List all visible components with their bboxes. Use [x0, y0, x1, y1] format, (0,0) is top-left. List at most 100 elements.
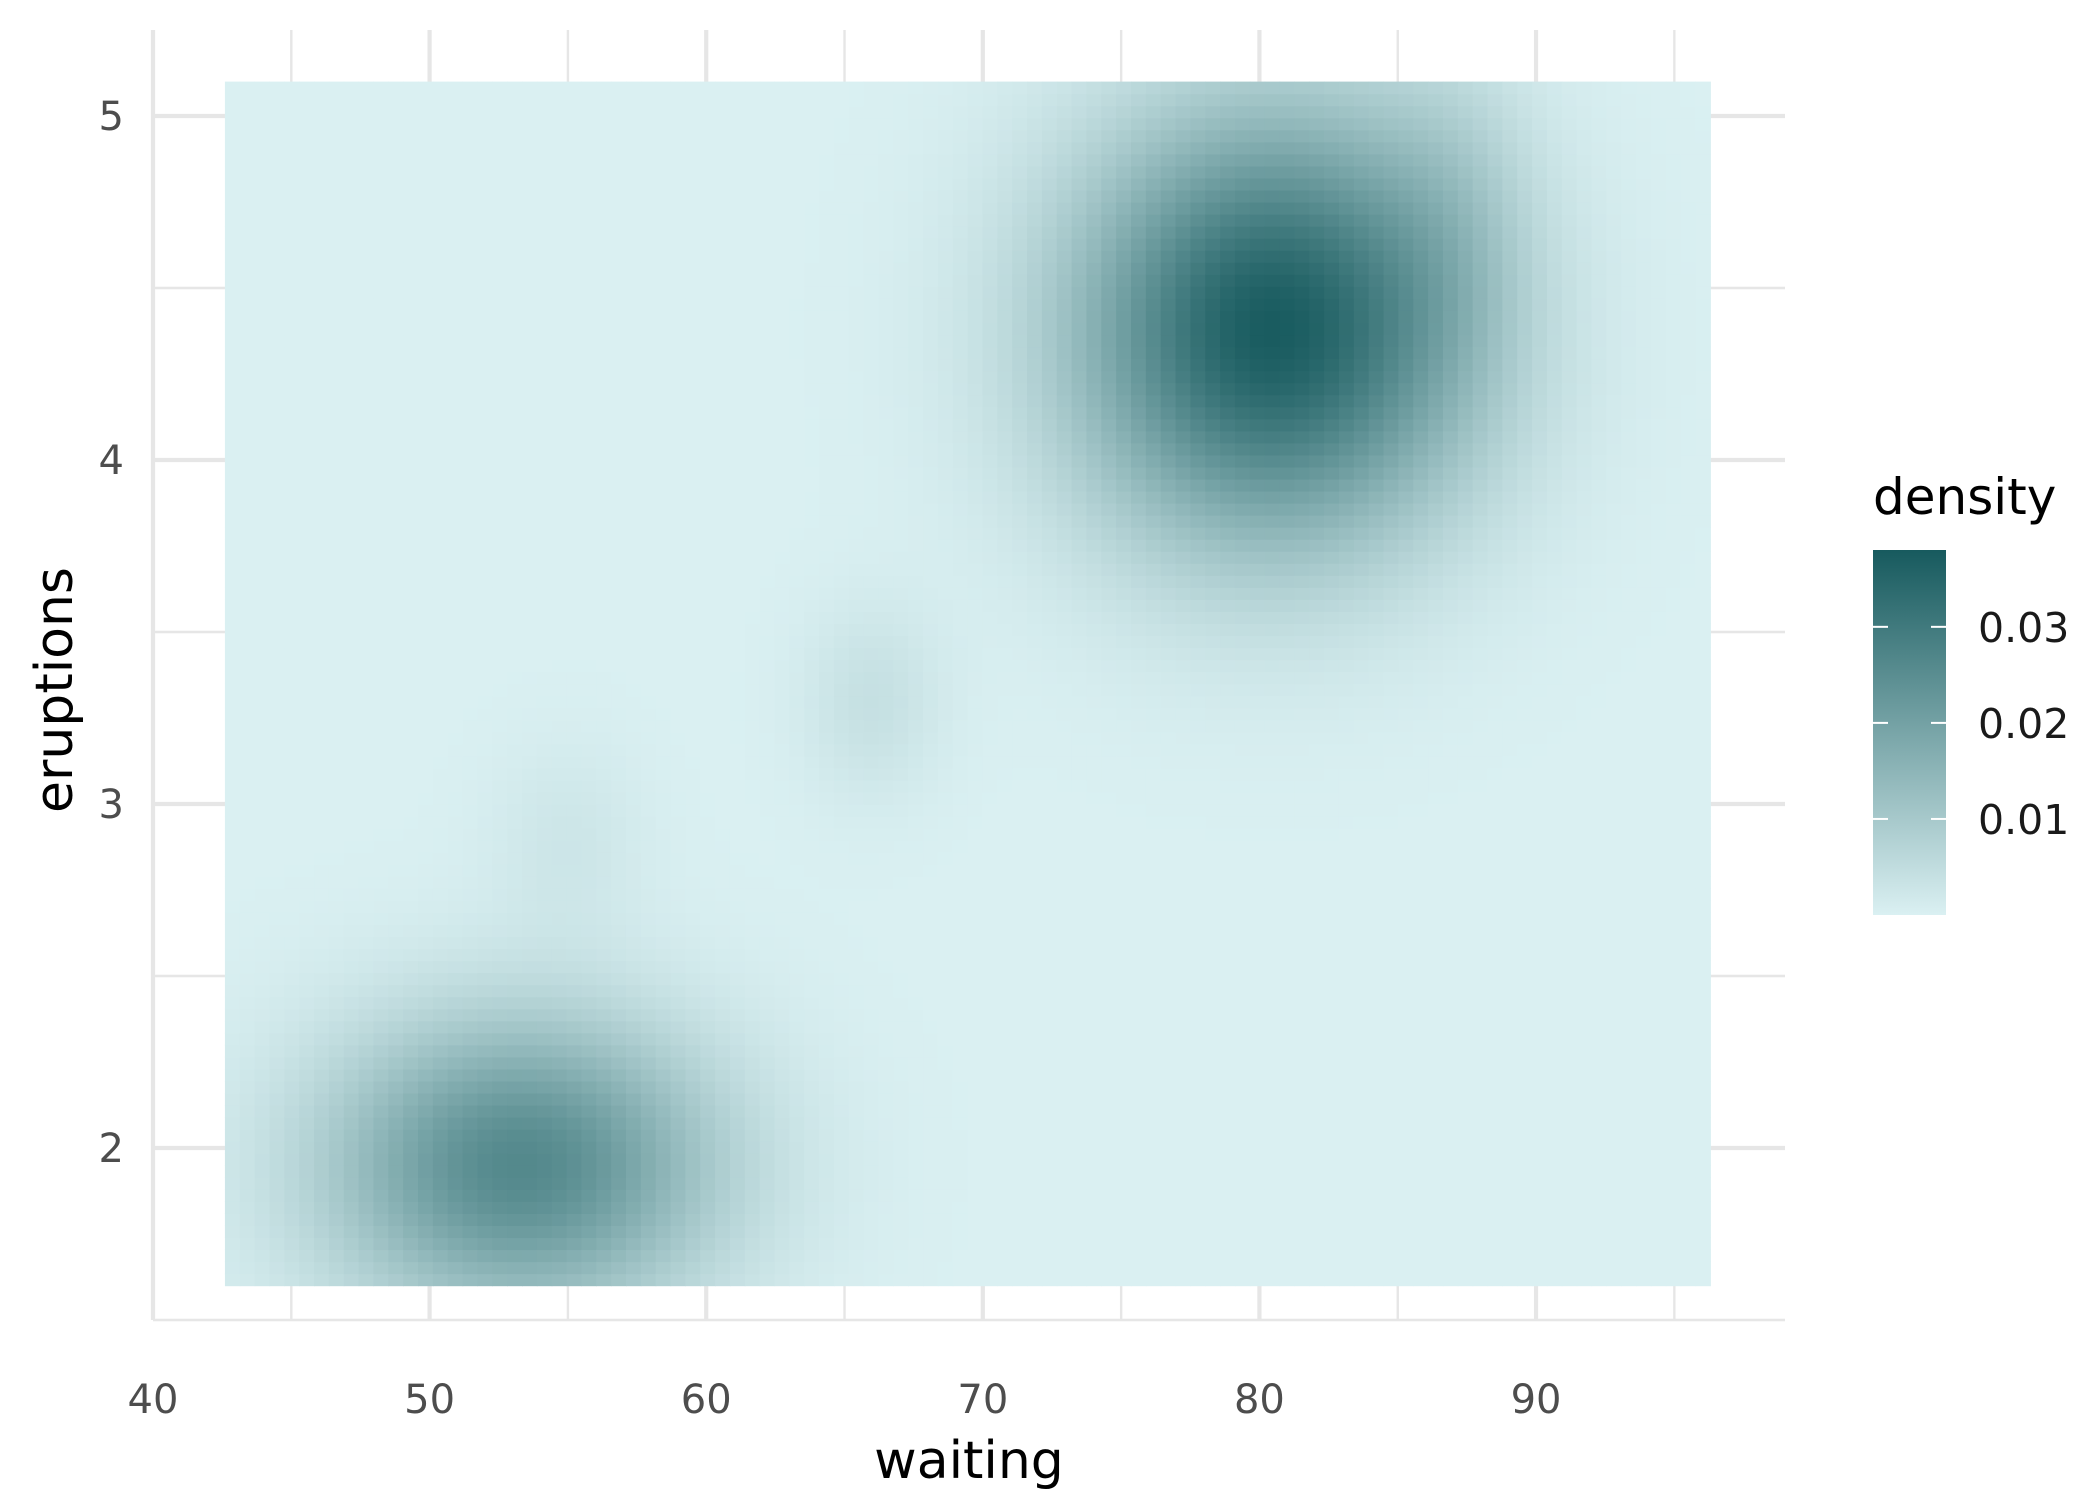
density-tile	[507, 515, 523, 528]
density-tile	[536, 394, 553, 408]
density-tile	[819, 274, 835, 287]
density-tile	[611, 996, 627, 1010]
density-tile	[492, 1237, 508, 1251]
density-tile	[878, 358, 894, 372]
density-tile	[358, 298, 375, 311]
density-tile	[239, 767, 256, 781]
density-tile	[388, 611, 404, 624]
density-tile	[284, 382, 300, 396]
density-tile	[700, 1080, 716, 1094]
density-tile	[685, 370, 701, 384]
density-tile	[670, 563, 686, 576]
density-tile	[729, 731, 746, 745]
density-tile	[833, 719, 850, 733]
density-tile	[744, 141, 761, 155]
density-tile	[863, 719, 880, 733]
density-tile	[893, 972, 909, 986]
density-tile	[507, 539, 523, 552]
density-tile	[581, 346, 597, 360]
density-tile	[848, 1020, 865, 1034]
density-tile	[640, 1032, 657, 1046]
density-tile	[670, 1177, 686, 1190]
density-tile	[893, 298, 909, 311]
density-tile	[611, 960, 627, 974]
density-tile	[328, 250, 345, 263]
density-tile	[923, 1249, 939, 1263]
density-tile	[328, 1189, 345, 1202]
density-tile	[819, 394, 835, 408]
density-tile	[625, 936, 642, 950]
density-tile	[373, 1092, 389, 1106]
density-tile	[744, 563, 761, 576]
density-tile	[774, 1080, 790, 1094]
density-tile	[804, 563, 820, 576]
density-tile	[923, 394, 939, 408]
density-tile	[923, 81, 939, 95]
density-tile	[893, 1225, 909, 1239]
density-tile	[239, 298, 256, 311]
density-tile	[447, 274, 464, 287]
density-tile	[744, 334, 761, 348]
density-tile	[536, 611, 553, 624]
density-tile	[670, 1020, 686, 1034]
density-tile	[848, 864, 865, 877]
density-tile	[447, 1105, 464, 1118]
density-tile	[507, 816, 523, 829]
density-tile	[685, 202, 701, 215]
density-tile	[685, 346, 701, 360]
density-tile	[536, 876, 553, 889]
density-tile	[848, 478, 865, 492]
density-tile	[269, 117, 285, 131]
density-tile	[774, 93, 790, 107]
density-tile	[254, 346, 271, 360]
density-tile	[284, 1129, 300, 1142]
density-tile	[700, 177, 716, 191]
density-tile	[848, 575, 865, 588]
density-tile	[507, 322, 523, 336]
density-tile	[744, 1213, 761, 1226]
density-tile	[625, 1032, 642, 1046]
density-tile	[744, 779, 761, 793]
density-tile	[299, 900, 315, 913]
density-tile	[224, 262, 241, 275]
density-tile	[819, 262, 835, 275]
density-tile	[952, 478, 969, 492]
density-tile	[744, 1273, 761, 1287]
density-tile	[224, 972, 241, 986]
density-tile	[328, 1201, 345, 1214]
density-tile	[328, 1080, 345, 1094]
density-tile	[254, 141, 271, 155]
density-tile	[715, 779, 731, 793]
density-tile	[522, 936, 538, 950]
density-tile	[462, 551, 479, 564]
density-tile	[477, 731, 493, 745]
density-tile	[314, 828, 330, 841]
density-tile	[611, 214, 627, 227]
density-tile	[700, 635, 716, 649]
density-tile	[670, 1068, 686, 1082]
density-tile	[937, 286, 954, 299]
density-tile	[937, 695, 954, 709]
density-tile	[923, 226, 939, 239]
density-tile	[224, 563, 241, 576]
density-tile	[328, 153, 345, 167]
density-tile	[774, 406, 790, 420]
density-tile	[507, 1165, 523, 1178]
density-tile	[789, 117, 805, 131]
density-tile	[804, 840, 820, 853]
density-tile	[611, 527, 627, 540]
density-tile	[536, 731, 553, 745]
density-tile	[774, 1092, 790, 1106]
density-tile	[314, 1105, 330, 1118]
density-tile	[239, 189, 256, 203]
density-tile	[418, 442, 434, 456]
density-tile	[224, 1032, 241, 1046]
density-tile	[224, 804, 241, 817]
density-tile	[670, 948, 686, 962]
density-tile	[789, 1020, 805, 1034]
density-tile	[373, 539, 389, 552]
density-tile	[789, 322, 805, 336]
density-tile	[685, 984, 701, 998]
density-tile	[551, 647, 568, 661]
density-tile	[848, 1249, 865, 1263]
